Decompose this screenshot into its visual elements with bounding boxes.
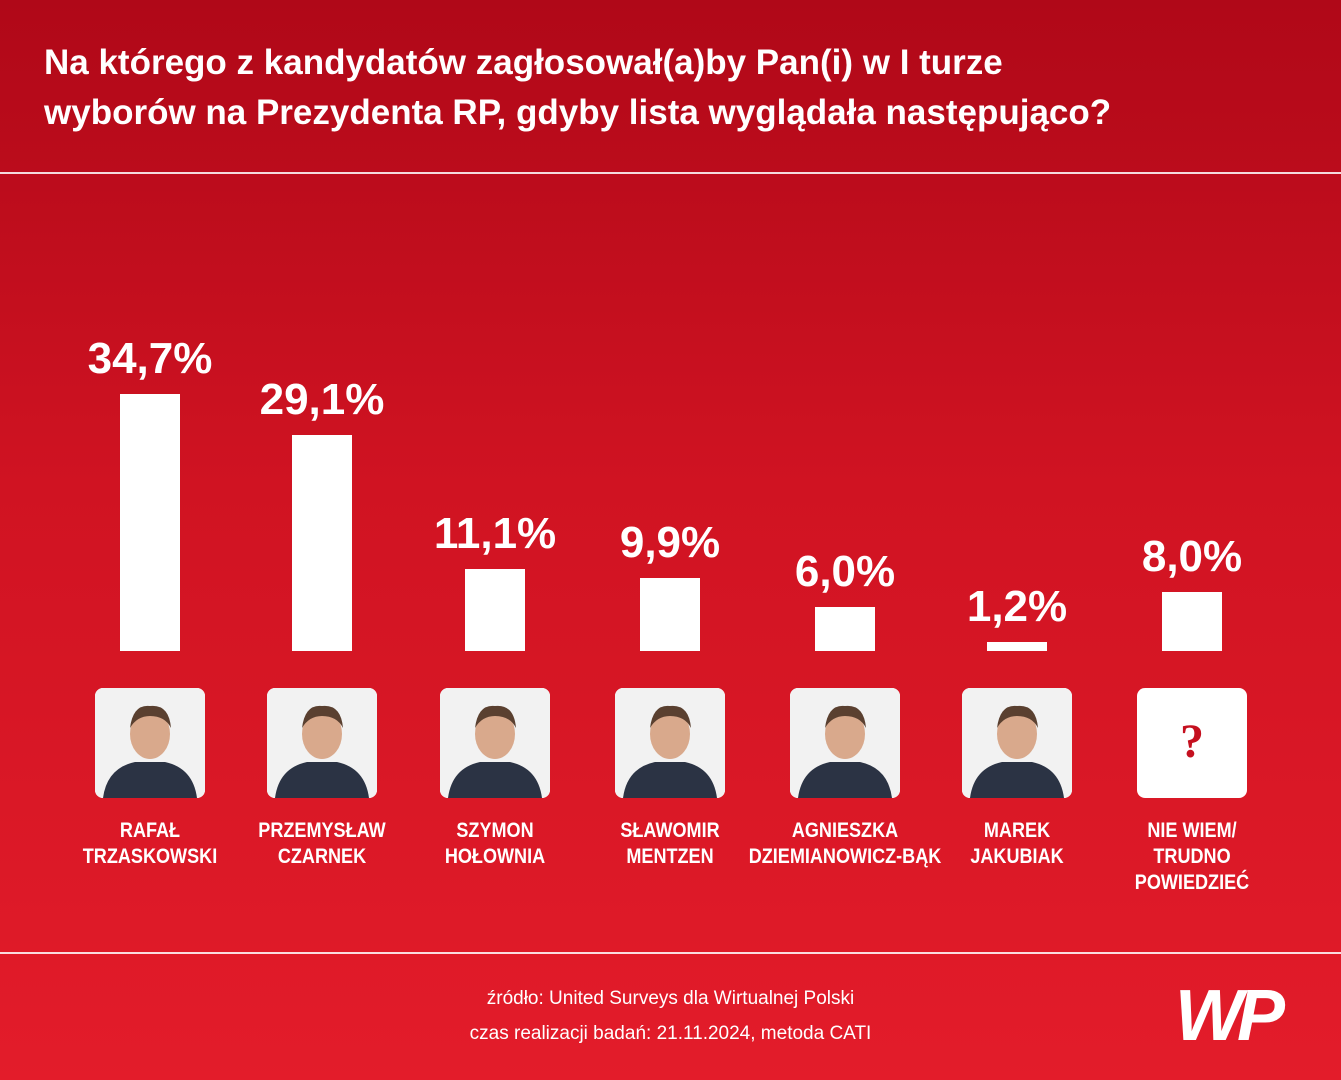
value-label: 11,1% <box>433 508 557 558</box>
title-line: Na którego z kandydatów zagłosował(a)by … <box>44 43 1003 82</box>
candidate-name: MAREK JAKUBIAK <box>970 819 1064 868</box>
candidate-photo <box>95 688 205 798</box>
candidate-photo: ? <box>1137 688 1247 798</box>
candidate-name: AGNIESZKA DZIEMIANOWICZ-BĄK <box>748 819 942 868</box>
source: źródło: United Surveys dla Wirtualnej Po… <box>486 988 855 1009</box>
portrait <box>267 688 377 798</box>
bar <box>815 606 875 651</box>
divider <box>0 952 1341 954</box>
candidate-name: RAFAŁ TRZASKOWSKI <box>82 819 218 868</box>
candidate-photo <box>440 688 550 798</box>
portrait <box>962 688 1072 798</box>
bar <box>1162 591 1222 651</box>
candidate-name: SZYMON HOŁOWNIA <box>444 819 546 868</box>
candidate-photo <box>790 688 900 798</box>
logo: WP <box>1175 976 1285 1056</box>
method: czas realizacji badań: 21.11.2024, metod… <box>469 1023 872 1044</box>
unknown-mark: ? <box>1180 715 1204 768</box>
candidate-name: PRZEMYSŁAW CZARNEK <box>258 819 386 868</box>
value-label: 34,7% <box>87 333 213 383</box>
title-line: wyborów na Prezydenta RP, gdyby lista wy… <box>44 93 1112 132</box>
candidate-photo <box>615 688 725 798</box>
divider <box>0 172 1341 174</box>
value-label: 29,1% <box>259 375 385 425</box>
value-label: 1,2% <box>966 582 1068 632</box>
portrait <box>440 688 550 798</box>
value-label: 6,0% <box>794 546 896 596</box>
bar <box>292 435 352 651</box>
value-label: 9,9% <box>619 517 721 567</box>
bar <box>640 577 700 651</box>
value-label: 8,0% <box>1141 531 1243 581</box>
portrait <box>615 688 725 798</box>
bar <box>987 642 1047 651</box>
chart: 34,7% RAFAŁ TRZASKOWSKI 29,1% PRZEMYSŁAW CZ… <box>82 333 1250 894</box>
bar <box>465 568 525 651</box>
candidate-name: SŁAWOMIR MENTZEN <box>620 819 720 868</box>
candidate-name: NIE WIEM/ TRUDNO POWIEDZIEĆ <box>1134 819 1250 894</box>
portrait <box>790 688 900 798</box>
portrait <box>95 688 205 798</box>
candidate-photo <box>962 688 1072 798</box>
bar <box>120 393 180 651</box>
candidate-photo <box>267 688 377 798</box>
